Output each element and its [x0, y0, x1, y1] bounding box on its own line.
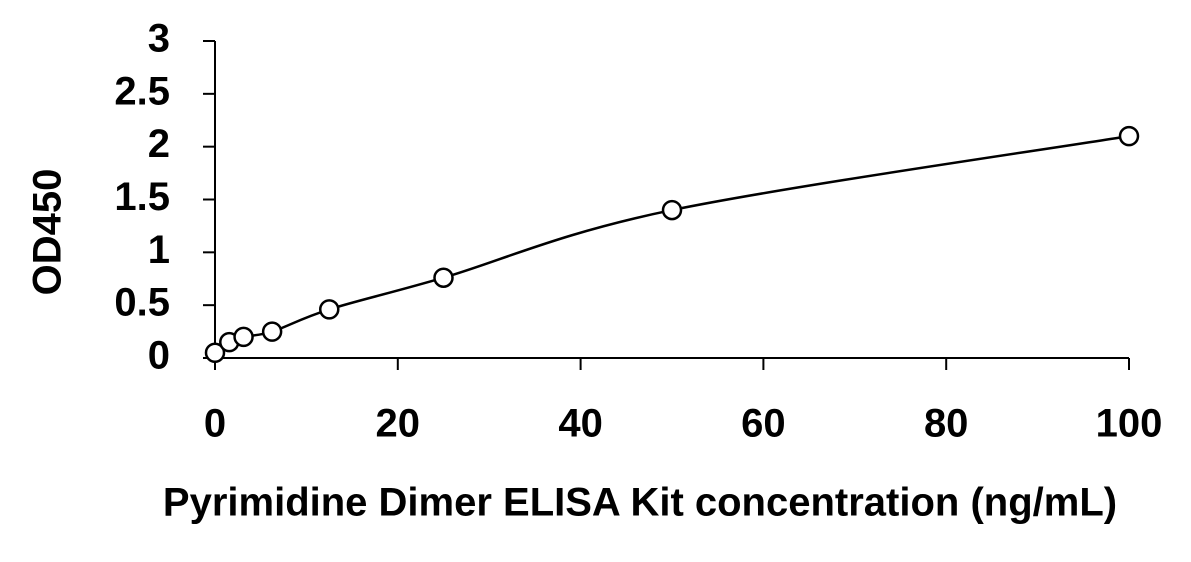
data-point [1118, 125, 1140, 147]
y-tick-label: 3 [148, 17, 170, 61]
x-tick-label: 100 [1096, 402, 1163, 446]
x-tick-label: 40 [558, 402, 603, 446]
y-tick-label: 1.5 [114, 175, 170, 219]
x-tick-label: 60 [741, 402, 786, 446]
y-tick-label: 0.5 [114, 281, 170, 325]
y-tick-label: 2.5 [114, 69, 170, 113]
data-point [661, 199, 683, 221]
x-tick-label: 0 [204, 402, 226, 446]
y-tick-label: 0 [148, 334, 170, 378]
fit-curve [214, 134, 1130, 354]
y-tick-label: 2 [148, 122, 170, 166]
x-axis-title: Pyrimidine Dimer ELISA Kit concentration… [163, 481, 1117, 525]
y-tick-label: 1 [148, 228, 170, 272]
y-axis-title: OD450 [26, 169, 70, 296]
x-tick-label: 80 [924, 402, 969, 446]
data-point [261, 321, 283, 342]
data-point [233, 326, 254, 348]
x-tick-label: 20 [376, 402, 421, 446]
data-point [433, 267, 454, 288]
data-point [204, 342, 226, 363]
data-point [319, 299, 340, 320]
